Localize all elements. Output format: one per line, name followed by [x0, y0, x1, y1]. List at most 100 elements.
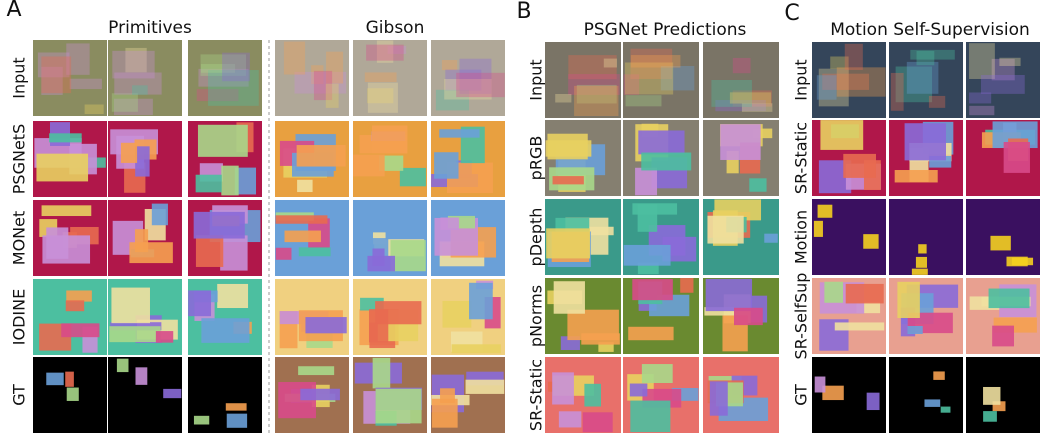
tile-patch: [552, 372, 574, 404]
tile-patch: [365, 72, 397, 82]
image-tile: [275, 40, 349, 116]
tile-patch: [226, 403, 247, 410]
image-tile: [188, 279, 262, 355]
tile-patch: [163, 389, 181, 398]
image-tile: [812, 357, 886, 433]
tile-patch: [201, 318, 249, 343]
tile-patch: [641, 153, 691, 171]
image-tile: [812, 199, 886, 275]
tile-patch: [680, 278, 693, 293]
tile-patch: [353, 155, 384, 177]
tile-patch: [820, 120, 863, 150]
group-title: PSGNet Predictions: [584, 20, 747, 40]
image-tile: [545, 357, 621, 433]
tile-patch: [981, 75, 1025, 94]
tile-patch: [366, 45, 404, 61]
image-tile: [889, 357, 963, 433]
tile-patch: [41, 56, 71, 93]
tile-patch: [638, 130, 684, 154]
image-tile: [623, 199, 699, 275]
image-tile: [812, 278, 886, 354]
tile-patch: [733, 58, 751, 73]
tile-patch: [194, 416, 209, 425]
tile-patch: [559, 411, 581, 427]
tile-patch: [373, 358, 391, 389]
tile-patch: [905, 123, 946, 160]
tile-patch: [730, 92, 771, 103]
tile-patch: [196, 235, 223, 267]
tile-patch: [442, 301, 471, 328]
tile-patch: [554, 281, 585, 313]
tile-patch: [156, 331, 173, 343]
tile-patch: [918, 244, 926, 253]
tile-patch: [846, 284, 884, 304]
tile-patch: [65, 372, 74, 387]
image-tile: [33, 200, 107, 276]
tile-patch: [188, 290, 211, 316]
image-tile: [812, 120, 886, 196]
tile-bg: [889, 357, 963, 433]
tile-patch: [368, 83, 398, 113]
tile-patch: [132, 85, 148, 94]
tile-patch: [749, 178, 766, 191]
image-tile: [431, 121, 505, 197]
tile-patch: [992, 326, 1014, 347]
tile-patch: [297, 145, 346, 166]
tile-patch: [297, 180, 312, 192]
tile-patch: [583, 412, 613, 432]
image-tile: [889, 42, 963, 118]
tile-patch: [198, 125, 248, 157]
tile-patch: [298, 366, 334, 375]
image-tile: [188, 200, 262, 276]
image-tile: [431, 357, 505, 433]
tile-patch: [817, 75, 837, 99]
image-tile: [353, 200, 427, 276]
row-label: GT: [792, 384, 811, 406]
tile-patch: [815, 377, 826, 393]
image-tile: [812, 42, 886, 118]
tile-patch: [635, 168, 657, 195]
image-tile: [353, 357, 427, 433]
tile-patch: [632, 279, 673, 300]
row-label: Motion: [792, 210, 811, 264]
tile-patch: [227, 414, 247, 428]
image-tile: [353, 121, 427, 197]
tile-patch: [912, 269, 928, 275]
tile-patch: [624, 245, 671, 266]
tile-patch: [707, 216, 743, 244]
row-label: pNorms: [527, 285, 546, 347]
image-tile: [33, 357, 107, 433]
image-tile: [33, 40, 107, 116]
tile-patch: [390, 240, 425, 271]
image-tile: [431, 200, 505, 276]
tile-patch: [117, 359, 129, 372]
tile-patch: [837, 67, 886, 96]
tile-patch: [990, 236, 1010, 251]
row-label: SR-SelfSup: [792, 273, 811, 360]
tile-patch: [284, 42, 305, 75]
image-tile: [108, 200, 182, 276]
row-label: MONet: [10, 211, 29, 265]
group-title: Motion Self-Supervision: [830, 20, 1030, 40]
image-tile: [889, 199, 963, 275]
tile-patch: [217, 284, 248, 308]
row-label: IODINE: [10, 289, 29, 345]
image-tile: [703, 120, 779, 196]
tile-patch: [917, 51, 935, 65]
tile-patch: [626, 95, 662, 106]
tile-patch: [70, 79, 102, 89]
tile-patch: [109, 326, 160, 342]
image-tile: [108, 40, 182, 116]
tile-patch: [440, 218, 459, 230]
tile-patch: [897, 282, 919, 318]
tile-patch: [300, 389, 340, 400]
row-label: SR-Static: [792, 122, 811, 194]
tile-patch: [574, 86, 618, 116]
image-tile: [108, 121, 182, 197]
tile-patch: [434, 152, 458, 178]
image-tile: [966, 199, 1040, 275]
tile-patch: [845, 44, 863, 70]
tile-patch: [1012, 258, 1033, 265]
image-tile: [623, 357, 699, 433]
tile-patch: [276, 248, 292, 260]
